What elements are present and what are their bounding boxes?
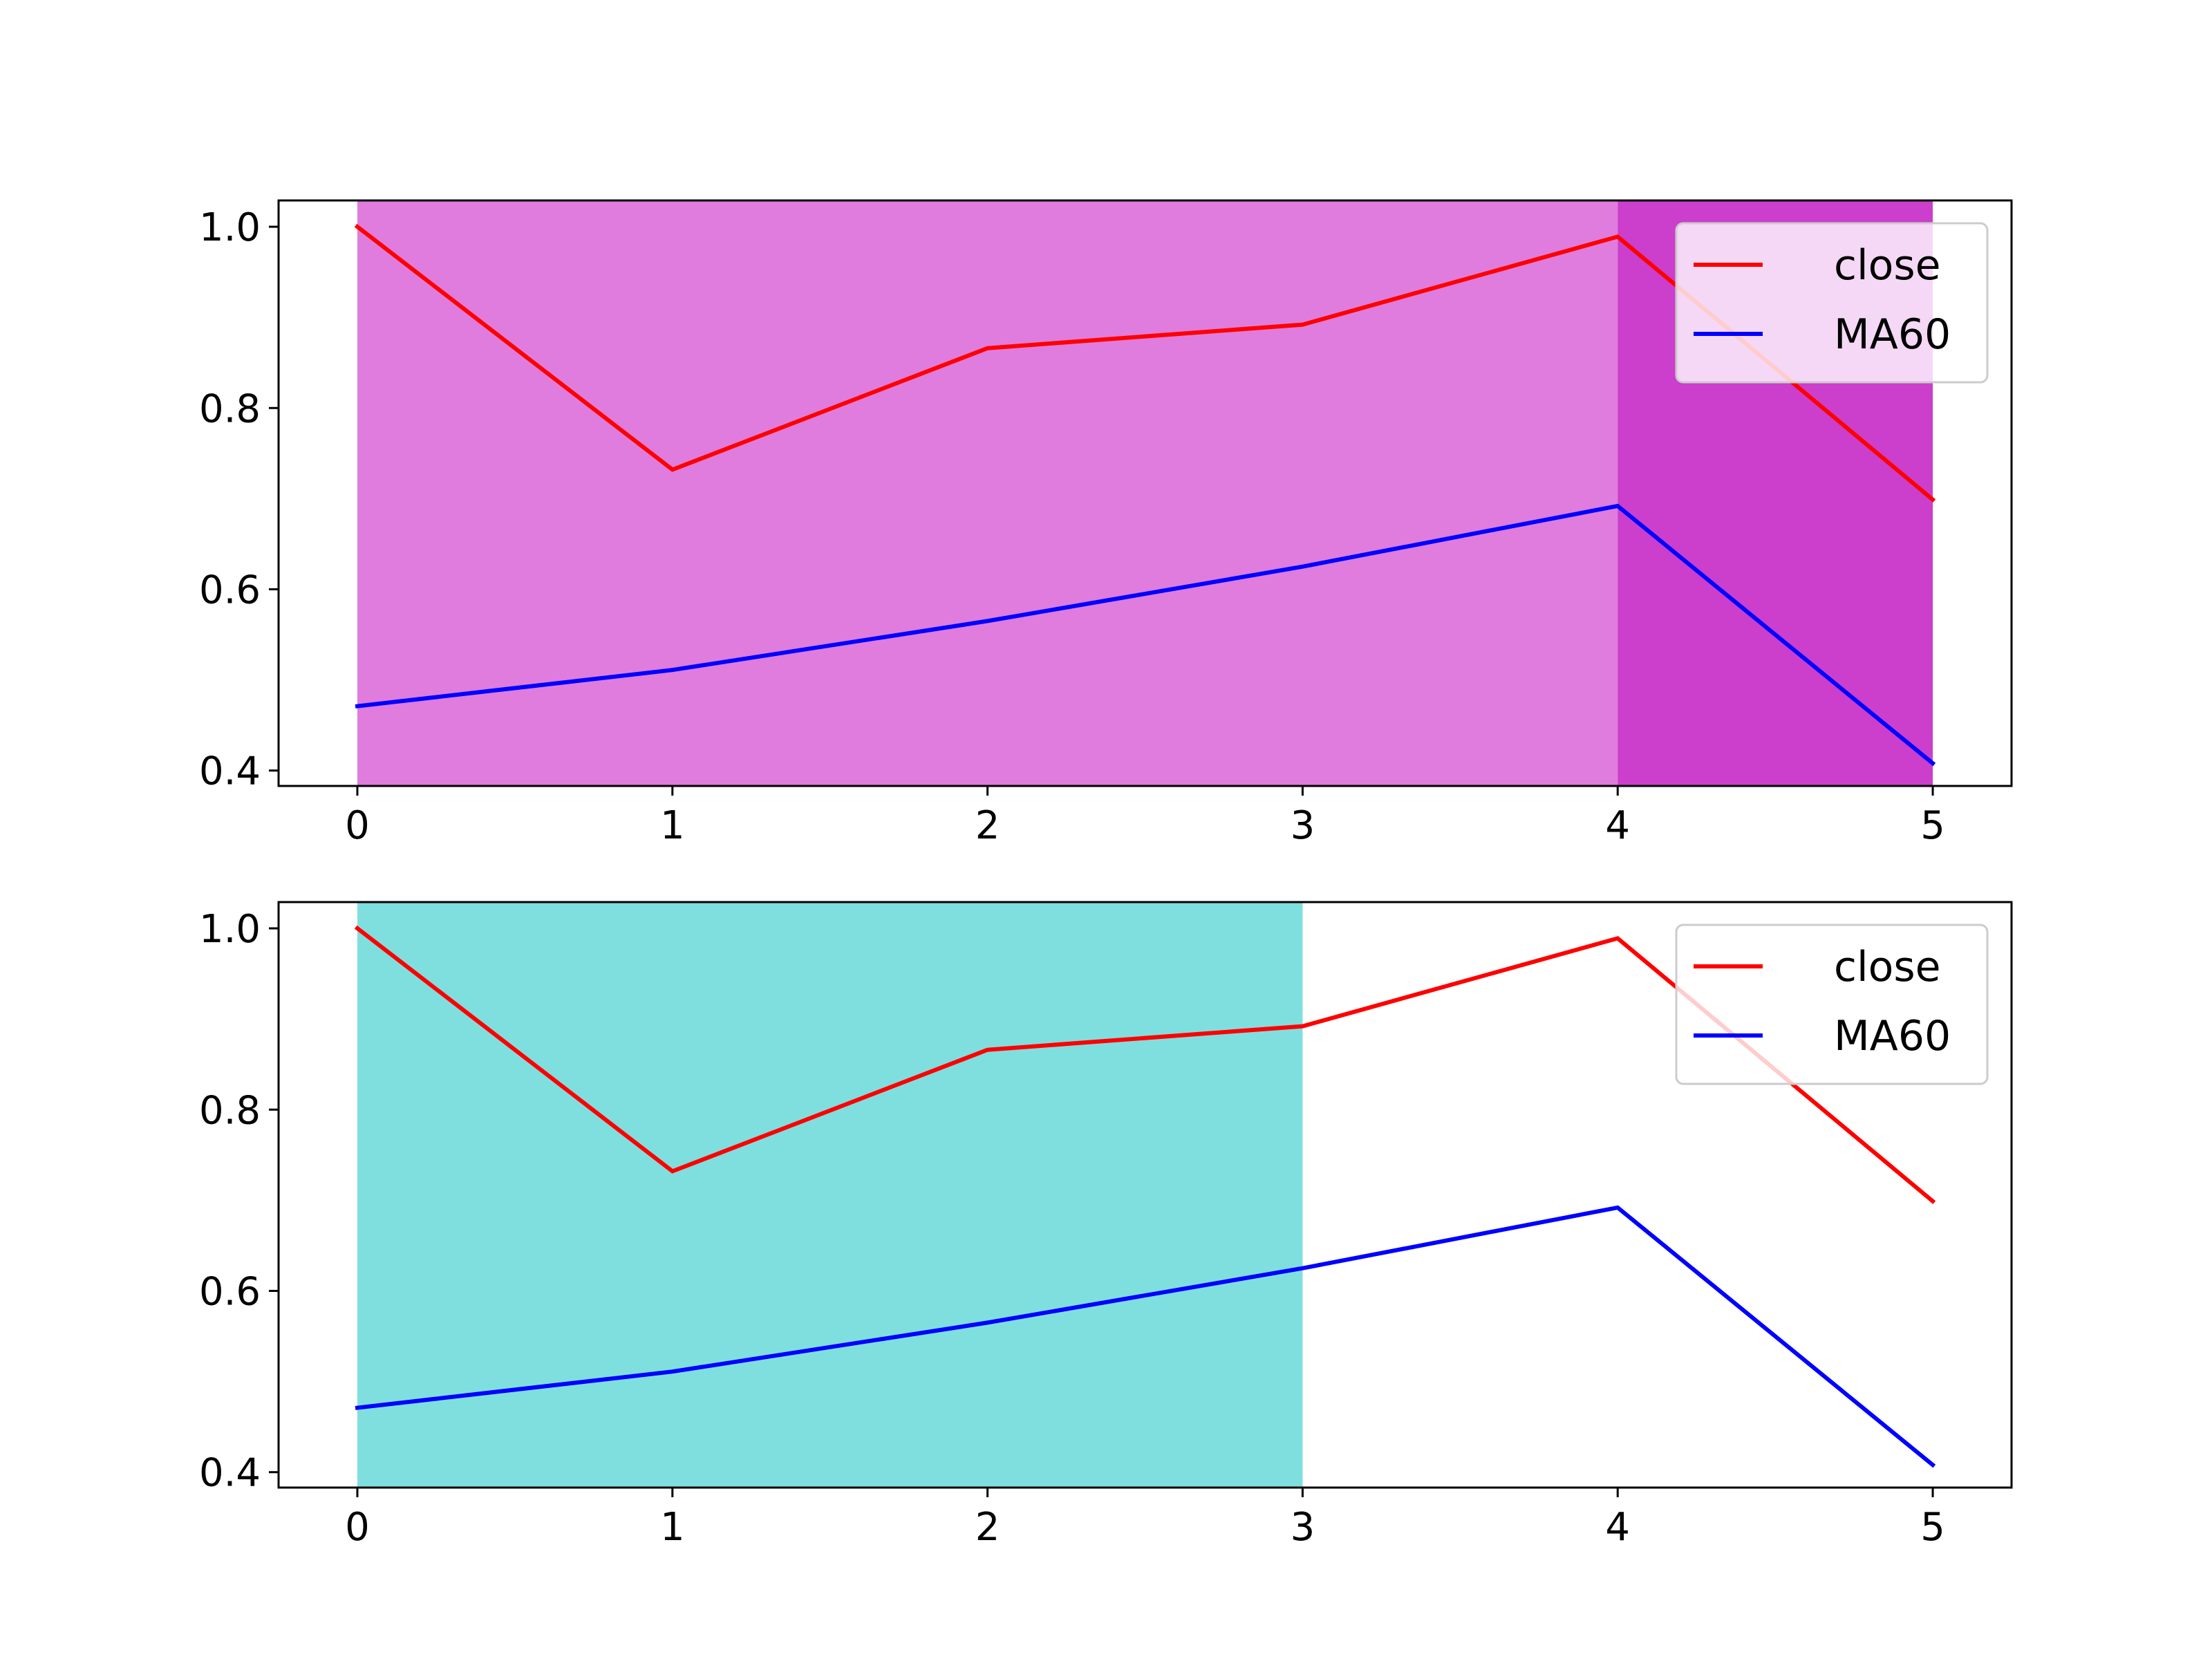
series-line-close (354, 223, 1936, 503)
x-tick-label: 1 (660, 1505, 685, 1550)
axes-frame (277, 199, 2013, 787)
x-tick-label: 5 (1920, 803, 1945, 848)
x-tick-label: 4 (1605, 1505, 1630, 1550)
x-tick-label: 3 (1291, 803, 1315, 848)
chart-panel-1: 0 1 2 3 4 5 0.4 0.6 0.8 1.0 close MA60 (199, 199, 2013, 848)
x-tick-label: 0 (345, 1505, 370, 1550)
shaded-span (357, 902, 1303, 1488)
y-tick-label: 0.4 (199, 749, 261, 794)
y-tick-label: 0.6 (199, 1269, 261, 1314)
y-tick-label: 0.4 (199, 1451, 261, 1496)
shaded-span (357, 200, 1618, 786)
x-tick-label: 2 (975, 1505, 1000, 1550)
series-line-close (354, 925, 1936, 1204)
y-tick-label: 0.8 (199, 386, 261, 431)
y-tick-label: 1.0 (199, 205, 261, 250)
series-line-ma60 (355, 503, 1936, 767)
x-tick-label: 0 (345, 803, 370, 848)
x-tick-label: 2 (975, 803, 1000, 848)
x-tick-label: 1 (660, 803, 685, 848)
x-tick-label: 3 (1291, 1505, 1315, 1550)
y-tick-label: 0.6 (199, 568, 261, 612)
legend-label-close: close (1834, 943, 1941, 991)
legend-label-close: close (1834, 241, 1941, 290)
x-tick-label: 5 (1920, 1505, 1945, 1550)
legend: close MA60 (1675, 924, 1989, 1085)
series-line-ma60 (355, 1205, 1936, 1468)
legend-label-ma60: MA60 (1834, 310, 1951, 359)
chart-panel-2: 0 1 2 3 4 5 0.4 0.6 0.8 1.0 close MA60 (199, 901, 2013, 1550)
axes-frame (277, 901, 2013, 1489)
x-tick-label: 4 (1605, 803, 1630, 848)
legend: close MA60 (1675, 222, 1989, 384)
legend-label-ma60: MA60 (1834, 1012, 1951, 1060)
y-tick-label: 1.0 (199, 907, 261, 952)
y-tick-label: 0.8 (199, 1088, 261, 1133)
